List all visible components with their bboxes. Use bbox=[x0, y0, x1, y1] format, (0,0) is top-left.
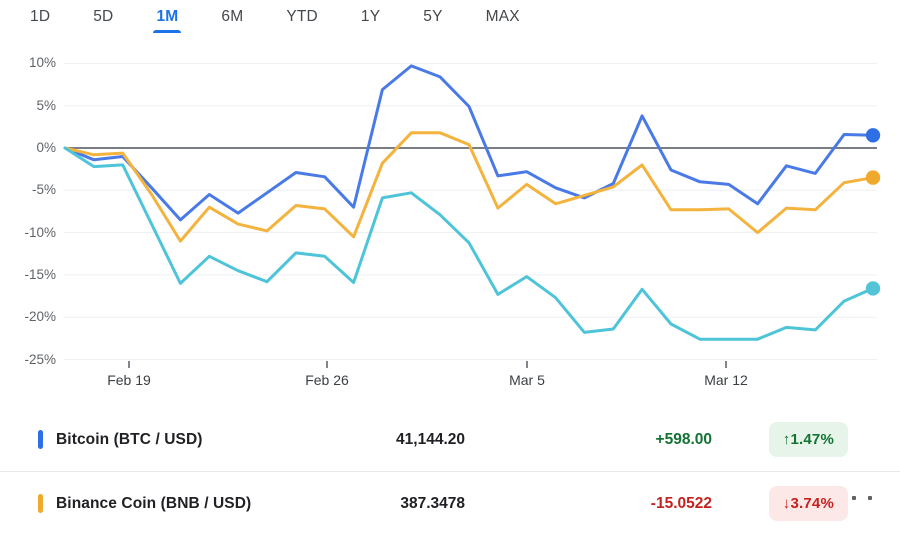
instrument-name: Bitcoin (BTC / USD) bbox=[56, 430, 203, 448]
comparison-chart[interactable]: 10% 5% 0% -5% -10% -15% -20% -25% Feb 19… bbox=[0, 34, 900, 404]
legend-row-binance-coin[interactable]: Binance Coin (BNB / USD) 387.3478 -15.05… bbox=[0, 471, 900, 535]
tab-1m-label: 1M bbox=[156, 7, 179, 25]
tab-ytd-label: YTD bbox=[286, 7, 318, 25]
instrument-price: 41,144.20 bbox=[396, 430, 465, 448]
y-axis-label-n25: -25% bbox=[24, 352, 56, 367]
instrument-name: Binance Coin (BNB / USD) bbox=[56, 494, 252, 512]
series-end-dot-0 bbox=[865, 128, 881, 143]
tab-max-label: MAX bbox=[485, 7, 520, 25]
tab-5y-label: 5Y bbox=[423, 7, 443, 25]
tab-6m[interactable]: 6M bbox=[221, 0, 243, 33]
y-axis-label-n5: -5% bbox=[31, 182, 56, 197]
tab-ytd[interactable]: YTD bbox=[286, 0, 318, 33]
series-end-dot-2 bbox=[865, 281, 881, 296]
x-axis-tick-mar12 bbox=[725, 361, 727, 368]
y-axis-label-n10: -10% bbox=[24, 225, 56, 240]
instrument-price: 387.3478 bbox=[400, 494, 465, 512]
tab-5y[interactable]: 5Y bbox=[423, 0, 442, 33]
line-series-1 bbox=[63, 131, 875, 243]
x-axis-tick-mar5 bbox=[526, 361, 528, 368]
x-axis-label-feb26: Feb 26 bbox=[305, 372, 349, 388]
tab-5d[interactable]: 5D bbox=[93, 0, 113, 33]
line-series-0 bbox=[63, 64, 875, 222]
percent-change-cell: ↓3.74% bbox=[712, 486, 848, 521]
google-finance-compare-panel: { "tabs": { "items": [ {"label": "1D", "… bbox=[0, 0, 900, 521]
tab-1d[interactable]: 1D bbox=[30, 0, 50, 33]
selected-tab-underline bbox=[153, 29, 182, 33]
time-range-tabs: 1D 5D 1M 6M YTD 1Y 5Y MAX bbox=[0, 0, 900, 33]
line-series-2 bbox=[63, 146, 875, 341]
series-color-bar-bitcoin bbox=[38, 430, 43, 449]
y-axis-label-n20: -20% bbox=[24, 309, 56, 324]
tab-max[interactable]: MAX bbox=[486, 0, 520, 33]
x-axis-label-mar12: Mar 12 bbox=[704, 372, 748, 388]
tab-1y-label: 1Y bbox=[360, 7, 381, 25]
y-axis-label-10: 10% bbox=[28, 55, 56, 70]
tab-1d-label: 1D bbox=[30, 7, 51, 25]
chart-canvas[interactable] bbox=[0, 0, 900, 404]
tab-1m[interactable]: 1M bbox=[153, 0, 182, 33]
x-axis-tick-feb19 bbox=[128, 361, 130, 368]
tab-5d-label: 5D bbox=[93, 7, 114, 25]
price-change: +598.00 bbox=[655, 430, 712, 448]
clipped-row-action-icon[interactable] bbox=[852, 496, 856, 500]
x-axis-label-mar5: Mar 5 bbox=[509, 372, 545, 388]
percent-change-badge: ↑1.47% bbox=[768, 422, 848, 457]
tab-1y[interactable]: 1Y bbox=[361, 0, 380, 33]
series-color-bar-binance bbox=[38, 494, 43, 513]
x-axis-label-feb19: Feb 19 bbox=[107, 372, 151, 388]
legend-row-bitcoin[interactable]: Bitcoin (BTC / USD) 41,144.20 +598.00 ↑1… bbox=[0, 408, 900, 471]
y-axis-label-0: 0% bbox=[36, 140, 56, 155]
clipped-row-action-icon[interactable] bbox=[868, 496, 872, 500]
y-axis-label-5: 5% bbox=[36, 98, 56, 113]
series-end-dot-1 bbox=[865, 170, 881, 185]
price-change: -15.0522 bbox=[650, 494, 712, 512]
tab-6m-label: 6M bbox=[221, 7, 244, 25]
x-axis-tick-feb26 bbox=[326, 361, 328, 368]
percent-change-cell: ↑1.47% bbox=[712, 422, 848, 457]
y-axis-label-n15: -15% bbox=[24, 267, 56, 282]
percent-change-badge: ↓3.74% bbox=[768, 486, 848, 521]
comparison-legend-table: Bitcoin (BTC / USD) 41,144.20 +598.00 ↑1… bbox=[0, 408, 900, 535]
